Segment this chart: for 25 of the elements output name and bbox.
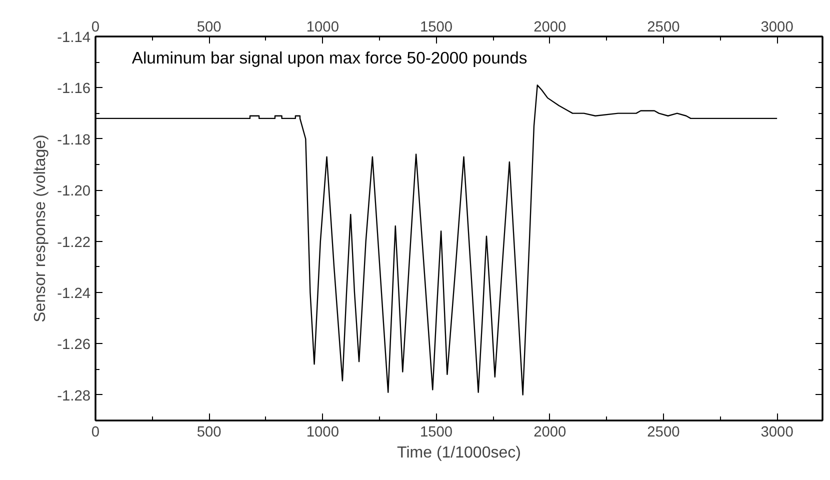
y-axis-title: Sensor response (voltage) — [32, 134, 50, 322]
y-tick-label: -1.20 — [57, 184, 90, 200]
y-tick-label: -1.18 — [57, 132, 90, 148]
x2-tick-label: 0 — [91, 424, 100, 440]
x2-tick-label: 1500 — [420, 424, 453, 440]
x-axis-title: Time (1/1000sec) — [397, 444, 521, 462]
x2-tick-label: 1000 — [306, 424, 339, 440]
x-tick-label: 2500 — [647, 20, 680, 36]
y-tick-label: -1.24 — [57, 286, 90, 302]
x2-tick-label: 2000 — [534, 424, 566, 440]
x2-tick-label: 500 — [196, 424, 222, 440]
x-tick-label: 2000 — [534, 20, 566, 36]
y-tick-label: -1.14 — [57, 30, 90, 46]
y-tick-label: -1.16 — [57, 81, 90, 98]
x2-tick-label: 2500 — [647, 424, 680, 440]
x-tick-label: 0 — [91, 20, 100, 36]
text: Aluminum bar signal upon max force 50-2000 pounds — [132, 48, 528, 68]
x-tick-label: 500 — [196, 20, 222, 36]
y-tick-label: -1.22 — [57, 234, 90, 251]
x-tick-label: 1500 — [420, 20, 453, 36]
x-tick-label: 1000 — [306, 20, 339, 36]
x2-tick-label: 3000 — [760, 424, 794, 440]
y-tick-label: -1.26 — [57, 337, 90, 354]
y-tick-label: -1.28 — [57, 388, 90, 404]
x-tick-label: 3000 — [760, 20, 794, 36]
